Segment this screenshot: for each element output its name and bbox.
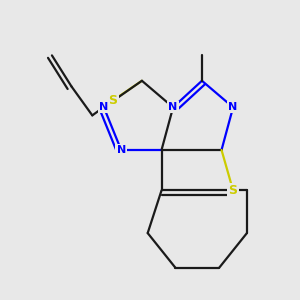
- Text: N: N: [99, 102, 109, 112]
- Text: S: S: [229, 184, 238, 197]
- Text: S: S: [109, 94, 118, 107]
- Text: N: N: [116, 145, 126, 155]
- Text: N: N: [169, 102, 178, 112]
- Text: N: N: [229, 102, 238, 112]
